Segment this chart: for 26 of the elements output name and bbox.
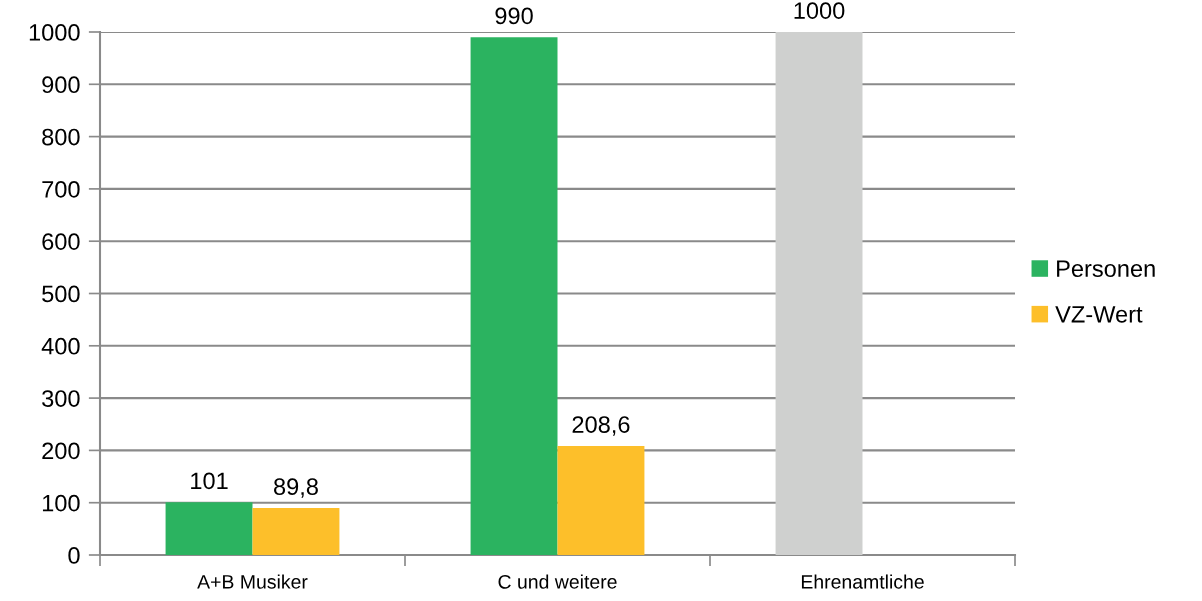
legend-label: Personen — [1057, 260, 1155, 278]
y-tick-label: 400 — [41, 337, 80, 355]
y-tick-label: 600 — [42, 233, 80, 250]
x-tick-label: Ehrenamtliche — [801, 574, 924, 589]
data-label: 990 — [495, 7, 533, 25]
x-tick-label: A+B Musiker — [197, 574, 308, 589]
legend-label: VZ-Wert — [1055, 306, 1143, 323]
bar — [775, 32, 863, 555]
bar — [165, 502, 253, 555]
bar — [557, 445, 645, 555]
y-tick-label: 800 — [42, 128, 80, 146]
y-tick-label: 300 — [42, 390, 80, 407]
x-tick-label: C und weitere — [498, 574, 617, 589]
data-label: 1000 — [794, 2, 845, 19]
y-tick-label: 500 — [42, 285, 80, 303]
bar — [252, 508, 340, 555]
data-label: 101 — [191, 472, 228, 490]
data-label: 208,6 — [572, 416, 630, 436]
bar — [470, 37, 558, 555]
y-tick-label: 1000 — [29, 24, 80, 41]
y-tick-label: 900 — [42, 76, 80, 94]
y-tick-label: 700 — [42, 180, 80, 198]
y-tick-label: 100 — [42, 494, 80, 512]
y-tick-label: 200 — [42, 442, 80, 460]
y-tick-label: 0 — [68, 547, 80, 564]
data-label: 89,8 — [274, 478, 318, 498]
